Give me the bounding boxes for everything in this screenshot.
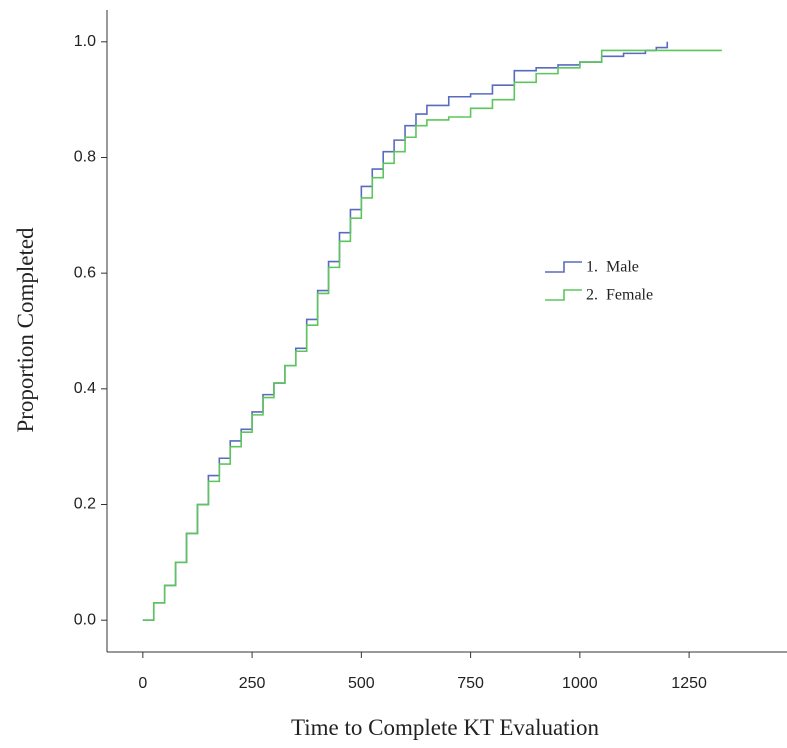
legend-swatch	[545, 261, 582, 273]
y-tick-label: 0.6	[74, 264, 96, 281]
line-series	[142, 41, 669, 621]
legend-label: 1. Male	[586, 259, 639, 276]
legend-label: 2. Female	[586, 287, 653, 304]
y-tick-label: 0.8	[74, 149, 96, 166]
y-tick-label: 0.2	[74, 496, 96, 513]
y-axis-label: Proportion Completed	[13, 227, 38, 433]
y-tick-label: 0.0	[74, 611, 96, 628]
x-tick-label: 1250	[671, 675, 707, 692]
x-tick-label: 250	[239, 675, 266, 692]
x-axis-label: Time to Complete KT Evaluation	[291, 715, 599, 740]
x-tick-label: 750	[457, 675, 484, 692]
line-series	[142, 49, 722, 621]
x-tick-label: 0	[138, 675, 147, 692]
y-tick-label: 1.0	[74, 33, 96, 50]
x-tick-label: 1000	[562, 675, 598, 692]
x-tick-label: 500	[348, 675, 375, 692]
legend-swatch	[545, 289, 582, 301]
y-tick-label: 0.4	[74, 380, 96, 397]
